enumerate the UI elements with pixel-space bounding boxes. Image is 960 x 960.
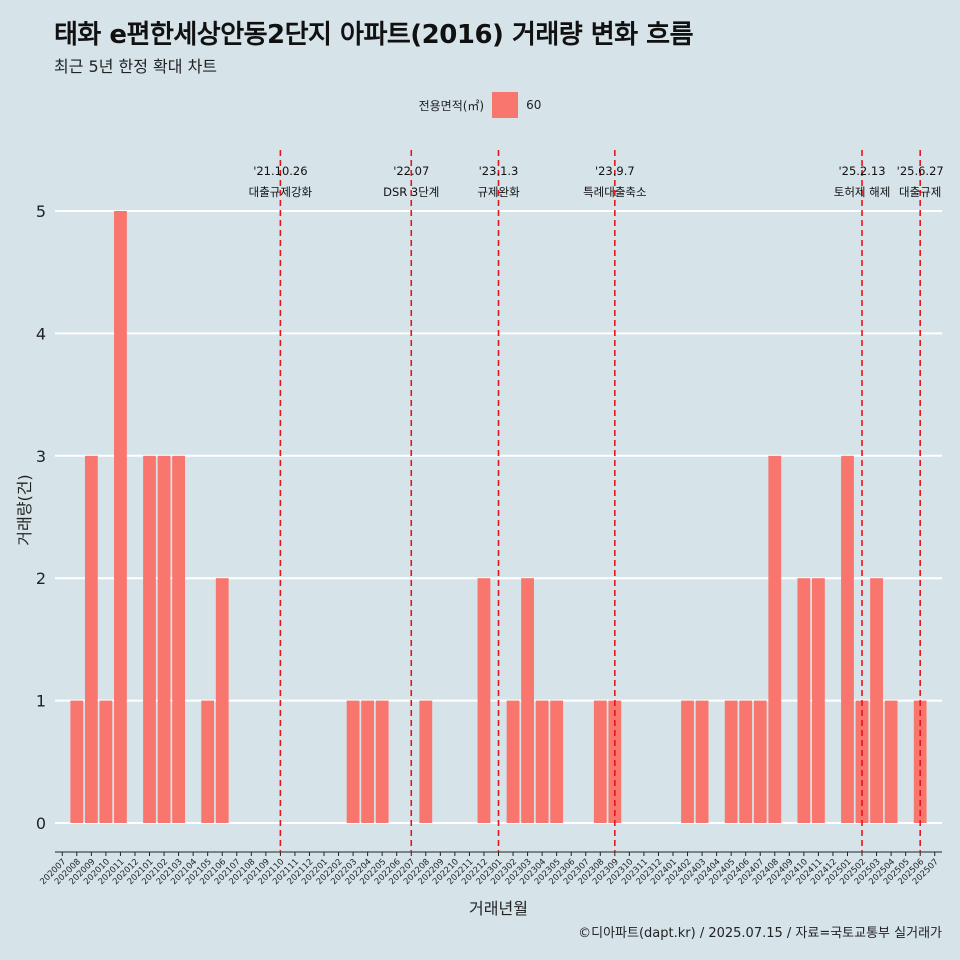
- bar: [753, 700, 767, 823]
- bar: [201, 700, 215, 823]
- bar: [521, 578, 534, 823]
- bar: [550, 700, 564, 823]
- bar: [375, 700, 389, 823]
- bar: [681, 700, 694, 823]
- bar: [695, 700, 709, 823]
- annotation-date: '25.2.13: [838, 164, 885, 178]
- annotation-date: '22.07: [393, 164, 429, 178]
- legend-item-label: 60: [526, 98, 542, 112]
- bar: [477, 578, 491, 823]
- bar: [812, 578, 825, 823]
- bar: [739, 700, 753, 823]
- annotation-label: 특례대출축소: [583, 185, 646, 199]
- annotation-label: 토허제 해제: [834, 185, 891, 199]
- bar: [215, 578, 229, 823]
- annotation-date: '25.6.27: [897, 164, 944, 178]
- y-tick-label: 1: [36, 692, 46, 711]
- bar: [841, 455, 854, 823]
- bar: [114, 211, 127, 823]
- bar: [870, 578, 883, 823]
- legend-swatch: [492, 92, 519, 118]
- chart-subtitle: 최근 5년 한정 확대 차트: [54, 57, 218, 76]
- bar: [724, 700, 738, 823]
- y-tick-label: 4: [36, 324, 46, 343]
- bar: [593, 700, 607, 823]
- annotation-label: 규제완화: [477, 185, 520, 199]
- bar: [172, 455, 185, 823]
- x-axis-title: 거래년월: [469, 899, 528, 918]
- annotation-label: 대출규제강화: [249, 185, 313, 199]
- y-tick-label: 0: [36, 814, 46, 833]
- legend-title: 전용면적(㎡): [418, 98, 485, 113]
- legend: 전용면적(㎡) 60: [0, 92, 960, 118]
- bar: [535, 700, 549, 823]
- bar: [84, 455, 98, 823]
- annotation-label: DSR 3단계: [383, 185, 439, 199]
- y-tick-label: 3: [36, 447, 46, 466]
- annotation-label: 대출규제: [899, 185, 941, 199]
- chart-title: 태화 e편한세상안동2단지 아파트(2016) 거래량 변화 흐름: [54, 20, 694, 50]
- annotation-date: '23.1.3: [479, 164, 519, 178]
- bar: [346, 700, 360, 823]
- bar: [419, 700, 433, 823]
- bar: [797, 578, 811, 823]
- annotation-date: '21.10.26: [253, 164, 307, 178]
- bar: [143, 455, 156, 823]
- bar: [157, 455, 171, 823]
- bar: [884, 700, 898, 823]
- y-axis-title: 거래량(건): [15, 474, 34, 545]
- bar: [361, 700, 375, 823]
- y-tick-label: 2: [36, 569, 46, 588]
- bar: [768, 455, 782, 823]
- y-tick-label: 5: [36, 202, 46, 221]
- source-caption: ©디아파트(dapt.kr) / 2025.07.15 / 자료=국토교통부 실…: [578, 926, 942, 941]
- bar: [70, 700, 84, 823]
- bar: [99, 700, 113, 823]
- annotation-date: '23.9.7: [595, 164, 635, 178]
- bar: [506, 700, 520, 823]
